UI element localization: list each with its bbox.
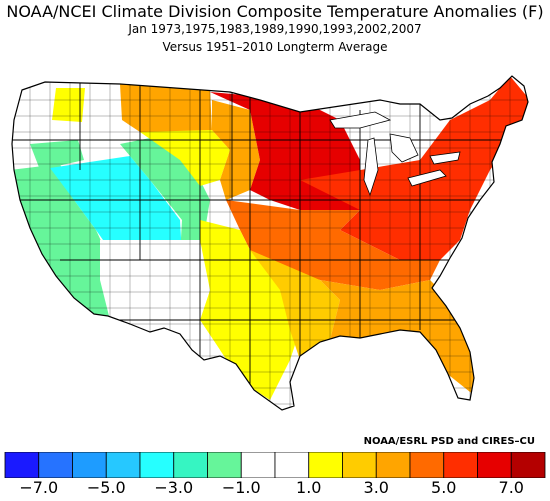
- colorbar-tick-label: 7.0: [498, 478, 524, 497]
- colorbar-swatch: [38, 452, 73, 478]
- colorbar-swatch: [173, 452, 208, 478]
- great-lakes: [329, 111, 461, 197]
- colorbar-tick-label: −1.0: [221, 478, 261, 497]
- region-south-central-gold: [250, 250, 340, 360]
- colorbar-swatch: [477, 452, 512, 478]
- region-california: [12, 164, 120, 320]
- region-great-basin: [50, 156, 182, 260]
- colorbar-tick-label: −5.0: [86, 478, 126, 497]
- map-subtitle-baseline: Versus 1951–2010 Longterm Average: [162, 40, 388, 54]
- region-northern-rockies-yellow: [52, 88, 85, 122]
- data-credit: NOAA/ESRL PSD and CIRES–CU: [363, 436, 535, 447]
- anomaly-map: [11, 75, 529, 411]
- colorbar-swatch: [342, 452, 377, 478]
- colorbar-swatch: [443, 452, 478, 478]
- colorbar-swatch: [139, 452, 175, 478]
- colorbar-swatch: [105, 452, 141, 478]
- colorbar-tick-label: −3.0: [154, 478, 194, 497]
- colorbar-tick-label: −7.0: [19, 478, 59, 497]
- region-north-plains-yellow: [140, 130, 230, 186]
- colorbar-tick-label: 3.0: [363, 478, 389, 497]
- map-subtitle-years: Jan 1973,1975,1983,1989,1990,1993,2002,2…: [128, 22, 422, 36]
- colorbar-tick-label: 5.0: [431, 478, 457, 497]
- colorbar-swatch: [274, 452, 310, 478]
- region-plains-orange: [212, 100, 260, 200]
- state-boundaries: [12, 80, 520, 390]
- region-north-plains-orange: [120, 84, 212, 140]
- colorbar-swatch: [375, 452, 411, 478]
- colorbar-swatch: [4, 452, 40, 478]
- colorbar-swatch: [207, 452, 242, 478]
- colorbar-swatch: [409, 452, 445, 478]
- colorbar-ticks: −7.0 −5.0 −3.0 −1.0 1.0 3.0 5.0 7.0: [0, 478, 550, 500]
- region-nw-interior-green: [30, 140, 84, 170]
- colorbar-swatch: [510, 452, 546, 478]
- colorbar-swatch: [240, 452, 276, 478]
- region-great-lakes-red: [300, 76, 528, 260]
- colorbar-swatch: [308, 452, 343, 478]
- colorbar-swatch: [72, 452, 107, 478]
- map-title: NOAA/NCEI Climate Division Composite Tem…: [6, 2, 544, 21]
- colorbar-tick-label: 1.0: [296, 478, 322, 497]
- region-southwest-white: [100, 240, 220, 350]
- colorbar: [4, 452, 546, 478]
